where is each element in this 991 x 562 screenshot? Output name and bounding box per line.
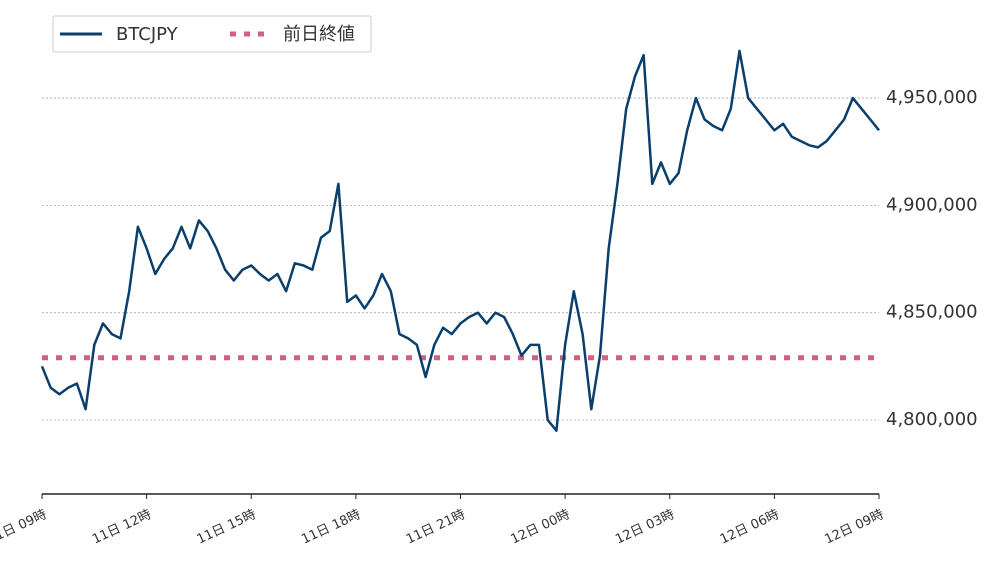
x-tick-label: 11日 09時 <box>0 507 49 547</box>
x-tick-label: 12日 00時 <box>509 507 573 547</box>
series-line <box>40 49 880 432</box>
legend: BTCJPY 前日終値 <box>52 15 372 53</box>
legend-box <box>52 15 372 53</box>
y-tick-label: 4,950,000 <box>886 87 978 108</box>
x-tick-label: 12日 03時 <box>613 507 677 547</box>
y-tick-label: 4,800,000 <box>886 409 978 430</box>
legend-label: 前日終値 <box>283 24 355 45</box>
x-tick-label: 11日 21時 <box>404 507 468 547</box>
legend-label: BTCJPY <box>116 24 179 45</box>
y-tick-label: 4,850,000 <box>886 302 978 323</box>
x-tick-label: 12日 06時 <box>718 507 782 547</box>
x-tick-label: 11日 12時 <box>90 507 154 547</box>
x-tick-label: 11日 15時 <box>195 507 259 547</box>
x-tick-label: 11日 18時 <box>299 507 363 547</box>
x-tick-label: 12日 09時 <box>823 507 887 547</box>
y-tick-label: 4,900,000 <box>886 194 978 215</box>
